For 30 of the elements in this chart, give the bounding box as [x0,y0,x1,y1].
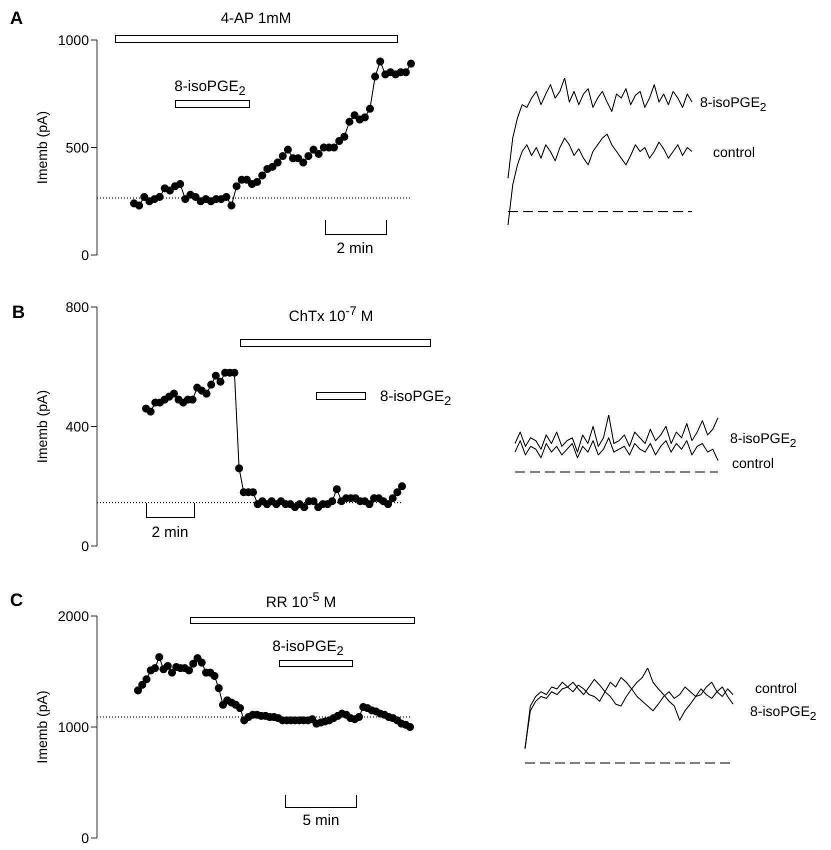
series-label: 8-isoPGE$_{2}$ [750,703,816,723]
y-tick-label: 800 [66,298,90,315]
y-tick-label: 1000 [58,718,90,735]
series-label: control [713,144,756,160]
y-tick-label: 0 [81,246,90,263]
series-label: control [755,680,798,696]
y-tick-label: 0 [81,830,90,846]
annotation: 8-isoPGE$_{2}$ [380,388,452,408]
y-tick-label: 0 [81,538,90,554]
series-label: 8-isoPGE$_{2}$ [700,94,766,114]
y-axis-title: Imemb (pA) [34,690,50,764]
chart-title: C [10,590,23,611]
y-tick-label: 500 [66,139,90,156]
annotation: 8-isoPGE$_{2}$ [174,78,246,98]
annotation: 5 min [302,812,340,829]
annotation: 8-isoPGE$_{2}$ [272,638,344,658]
annotation: 2 min [152,524,188,541]
text: RR 10$^{-5}$ M [266,590,336,611]
chart-title: B [12,302,25,323]
series-label: control [732,455,774,471]
y-tick-label: 400 [66,418,90,434]
y-axis-title: Imemb (pA) [34,390,50,464]
chart-title: A [10,8,23,29]
annotation: 2 min [336,240,374,257]
series-label: 8-isoPGE$_{2}$ [730,430,796,450]
annotation: ChTx 10$^{-7}$ M [288,304,374,325]
text: 4-AP 1mM [220,10,292,27]
y-tick-label: 1000 [58,32,90,48]
y-tick-label: 2000 [58,608,90,624]
y-axis-title: Imemb (pA) [34,110,50,184]
